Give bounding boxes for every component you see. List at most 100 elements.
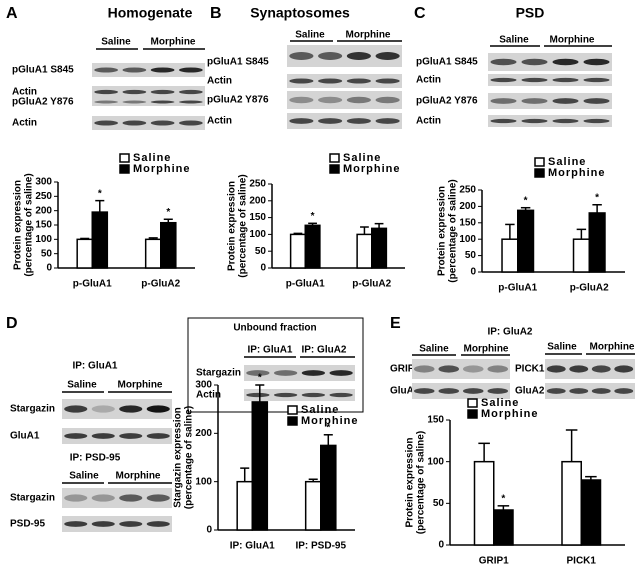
- blot-band: [179, 100, 203, 104]
- x-tick-label: IP: PSD-95: [295, 541, 346, 552]
- blot-band: [583, 98, 610, 104]
- row-label: pGluA2 Y876: [12, 97, 74, 108]
- y-tick-label: 200: [35, 205, 52, 216]
- blot-band: [318, 78, 343, 84]
- x-tick-label: IP: GluA1: [230, 541, 275, 552]
- blot-band: [591, 365, 611, 373]
- bar: [304, 224, 321, 269]
- row-label: GluA1: [10, 431, 40, 442]
- blot-band: [179, 120, 203, 126]
- blot-band: [375, 96, 400, 104]
- bar: [371, 227, 388, 269]
- legend-swatch: [329, 153, 340, 163]
- blot: [488, 74, 612, 86]
- y-tick-label: 100: [249, 229, 266, 240]
- blot-band: [346, 52, 371, 60]
- blot: [244, 389, 355, 401]
- blot-band: [146, 433, 170, 439]
- blot-band: [552, 58, 579, 66]
- row-label: Actin: [12, 87, 37, 98]
- blot: [62, 516, 172, 532]
- y-tick-label: 200: [459, 201, 476, 212]
- blot-band: [119, 433, 143, 439]
- blot-band: [521, 77, 548, 83]
- blot-band: [273, 392, 298, 398]
- blot-band: [329, 392, 353, 398]
- blot-band: [490, 118, 517, 124]
- significance-mark: *: [166, 207, 170, 218]
- row-label: pGluA2 Y876: [207, 95, 269, 106]
- blot: [287, 91, 402, 109]
- y-tick-label: 0: [470, 267, 476, 278]
- bar: [160, 221, 177, 269]
- blot-band: [413, 388, 435, 394]
- blot: [62, 399, 172, 419]
- blot-band: [614, 365, 634, 373]
- blot: [488, 53, 612, 71]
- significance-mark: *: [524, 195, 528, 206]
- blot-band: [375, 52, 400, 60]
- ip-label: IP: GluA1: [72, 361, 117, 372]
- blot-band: [583, 77, 610, 83]
- y-tick-label: 150: [459, 217, 476, 228]
- blot-band: [146, 521, 170, 527]
- blot-band: [318, 96, 343, 104]
- group-label: Morphine: [346, 30, 391, 41]
- x-tick-label: p-GluA2: [141, 279, 180, 290]
- panel-letter: D: [6, 315, 18, 332]
- blot: [287, 74, 402, 88]
- legend-swatch: [287, 416, 298, 426]
- blot-band: [487, 365, 509, 373]
- y-tick-label: 0: [46, 263, 52, 274]
- blot-band: [552, 77, 579, 83]
- row-label: GRIP1: [390, 364, 420, 375]
- blot-band: [490, 58, 517, 66]
- blot-band: [521, 118, 548, 124]
- y-tick-label: 250: [35, 191, 52, 202]
- blot-band: [289, 52, 314, 60]
- significance-mark: *: [595, 192, 599, 203]
- blot-band: [122, 100, 147, 104]
- blot-band: [150, 89, 175, 95]
- blot: [92, 86, 205, 98]
- y-tick-label: 100: [459, 234, 476, 245]
- blot-band: [375, 118, 400, 124]
- blot-band: [375, 78, 400, 84]
- y-tick-label: 100: [35, 234, 52, 245]
- bar: [473, 460, 495, 546]
- bar: [76, 238, 93, 269]
- panel-letter: B: [210, 5, 222, 22]
- blot-band: [94, 67, 118, 73]
- blot-band: [246, 392, 270, 398]
- blot-band: [546, 365, 566, 373]
- blot-band: [146, 494, 170, 502]
- blot-band: [246, 370, 270, 376]
- y-axis-label: Protein expression: [405, 437, 416, 527]
- group-label: Morphine: [151, 37, 196, 48]
- blot-band: [150, 100, 175, 104]
- bar: [304, 480, 322, 531]
- blot-band: [329, 370, 353, 376]
- blot: [92, 63, 205, 77]
- blot-band: [289, 78, 314, 84]
- blot: [412, 383, 510, 399]
- group-label: Morphine: [118, 380, 163, 391]
- y-axis-label: (percentage of saline): [24, 173, 35, 276]
- blot-band: [301, 392, 326, 398]
- blot-band: [318, 52, 343, 60]
- y-axis-label: (percentage of saline): [238, 174, 249, 277]
- row-label: Actin: [12, 118, 37, 129]
- significance-mark: *: [311, 211, 315, 222]
- bar: [320, 444, 337, 531]
- y-tick-label: 200: [195, 428, 212, 439]
- x-tick-label: p-GluA1: [498, 283, 537, 294]
- legend-swatch: [119, 164, 130, 174]
- row-label: Actin: [207, 76, 232, 87]
- legend-swatch: [467, 409, 478, 419]
- panel-title: Homogenate: [108, 5, 193, 21]
- row-label: pGluA1 S845: [12, 65, 74, 76]
- blot-band: [438, 365, 460, 373]
- blot-band: [413, 365, 435, 373]
- blot-band: [569, 388, 589, 394]
